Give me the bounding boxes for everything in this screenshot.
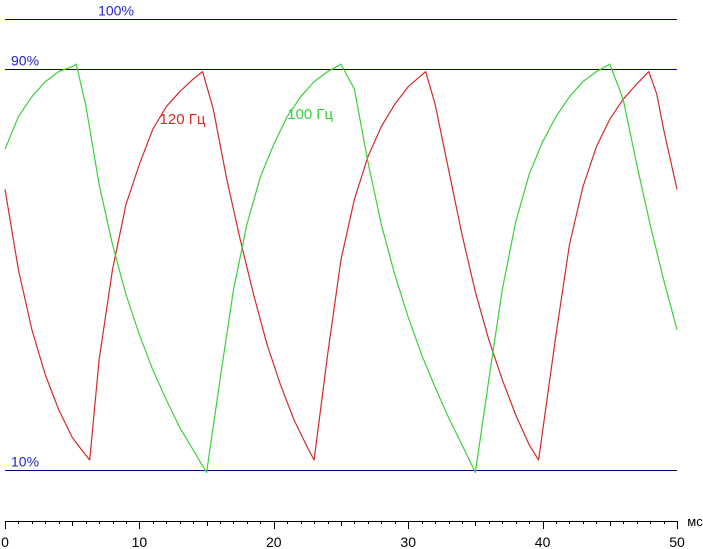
series-line-120-Гц: [4, 71, 678, 461]
series-label-120-Гц: 120 Гц: [160, 111, 206, 128]
series-line-100-Гц: [4, 63, 678, 474]
reference-label-100: 100%: [98, 3, 134, 19]
x-tick-label: 0: [1, 534, 9, 549]
reference-label-10: 10%: [11, 454, 39, 470]
series-labels: 120 Гц 100 Гц: [160, 106, 334, 128]
x-tick-label: 50: [669, 534, 685, 549]
x-tick-label: 10: [132, 534, 148, 549]
series-label-100-Гц: 100 Гц: [287, 106, 333, 123]
reference-label-90: 90%: [11, 53, 39, 69]
x-tick-label: 40: [535, 534, 551, 549]
x-tick-label: 20: [266, 534, 282, 549]
reference-lines: 100% 90% 10%: [5, 3, 677, 471]
x-tick-label: 30: [400, 534, 416, 549]
series-group: [4, 63, 678, 474]
x-unit-label: мс: [687, 514, 703, 529]
